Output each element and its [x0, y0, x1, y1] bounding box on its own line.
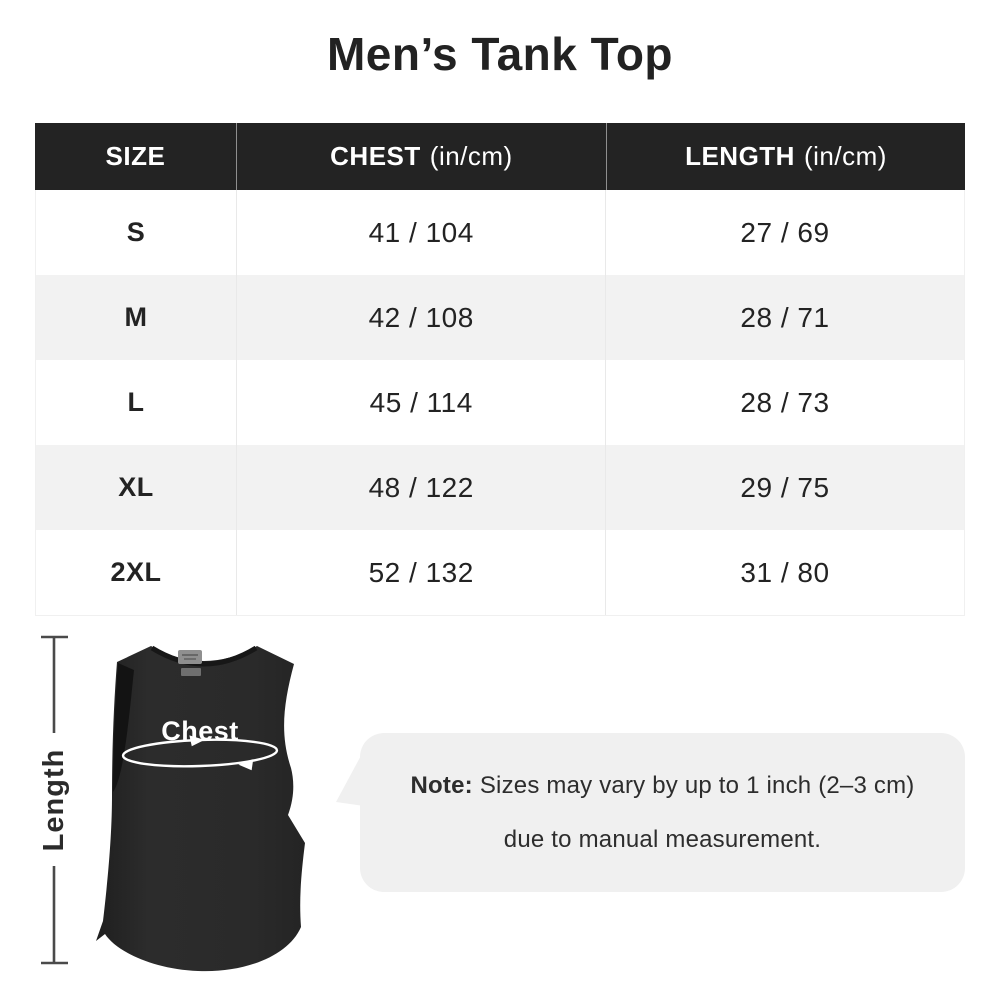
cell-length: 28 / 71 [605, 275, 963, 360]
cell-size: XL [118, 472, 154, 502]
cell-length: 27 / 69 [605, 190, 963, 275]
table-header-row: SIZE CHEST (in/cm) LENGTH (in/cm) [35, 123, 965, 190]
cell-chest: 45 / 114 [236, 360, 605, 445]
chest-arrowhead-bottom [238, 759, 254, 771]
cell-chest: 52 / 132 [236, 530, 605, 615]
table-body: S 41 / 104 27 / 69 M 42 / 108 28 / 71 L … [35, 190, 965, 616]
table-row-s: S 41 / 104 27 / 69 [36, 190, 964, 275]
collar-line [150, 645, 258, 667]
header-length-label: LENGTH [685, 141, 795, 171]
chest-arrowhead-top [189, 735, 205, 747]
note-label: Note: [410, 771, 473, 799]
length-measure-arrow [41, 635, 68, 965]
header-length: LENGTH (in/cm) [606, 123, 965, 190]
tank-top-diagram: Length Chest [38, 635, 305, 972]
table-row-xl: XL 48 / 122 29 / 75 [36, 445, 964, 530]
armhole-shadow [113, 663, 134, 792]
neck-label-print [181, 668, 201, 676]
cell-chest: 48 / 122 [236, 445, 605, 530]
note-text-1: Sizes may vary by up to 1 inch (2–3 cm) [479, 771, 915, 799]
note-line-1: Note: Sizes may vary by up to 1 inch (2–3… [411, 772, 915, 800]
header-size: SIZE [35, 123, 236, 190]
tank-body [96, 646, 305, 972]
chest-measure-arrow [121, 735, 279, 771]
page-title: Men’s Tank Top [326, 28, 674, 80]
cell-size: S [126, 217, 146, 247]
note-bubble: Note: Sizes may vary by up to 1 inch (2–3… [360, 733, 965, 892]
size-table: SIZE CHEST (in/cm) LENGTH (in/cm) S 41 /… [35, 123, 965, 616]
length-label: Length [38, 749, 70, 852]
cell-length: 31 / 80 [605, 530, 963, 615]
cell-size: 2XL [110, 557, 162, 587]
table-row-m: M 42 / 108 28 / 71 [36, 275, 964, 360]
note-bubble-tail [336, 750, 364, 806]
cell-length: 28 / 73 [605, 360, 963, 445]
cell-chest: 42 / 108 [236, 275, 605, 360]
neck-tag [178, 650, 202, 664]
header-length-unit: (in/cm) [803, 141, 887, 171]
header-chest-label: CHEST [330, 141, 421, 171]
header-chest-unit: (in/cm) [429, 141, 513, 171]
cell-length: 29 / 75 [605, 445, 963, 530]
tank-top-illustration [96, 645, 305, 972]
chest-label: Chest [161, 716, 239, 746]
table-row-l: L 45 / 114 28 / 73 [36, 360, 964, 445]
cell-size: L [127, 387, 145, 417]
header-chest: CHEST (in/cm) [235, 123, 606, 190]
cell-chest: 41 / 104 [236, 190, 605, 275]
note-line-2: due to manual measurement. [503, 825, 822, 853]
header-size-label: SIZE [105, 141, 166, 171]
cell-size: M [124, 302, 148, 332]
table-row-2xl: 2XL 52 / 132 31 / 80 [36, 530, 964, 615]
